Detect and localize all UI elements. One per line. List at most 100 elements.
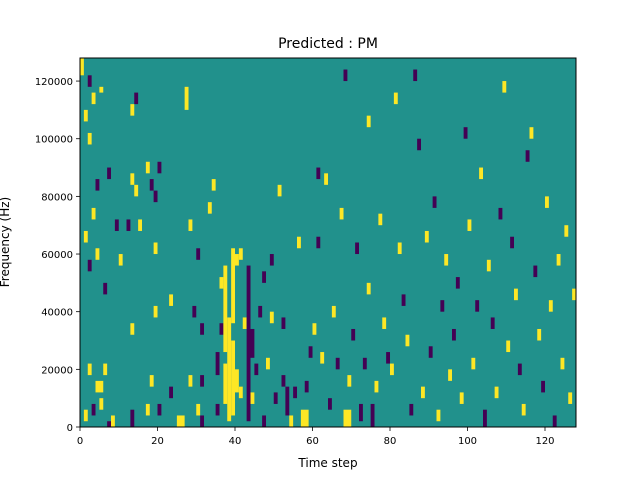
heatmap-cell xyxy=(153,242,158,255)
heatmap-cell xyxy=(308,346,313,358)
heatmap-cell xyxy=(130,104,135,116)
heatmap-cell xyxy=(328,398,332,410)
heatmap-cell xyxy=(545,196,549,208)
heatmap-cell xyxy=(463,127,468,139)
heatmap-cell xyxy=(107,421,112,427)
heatmap-cell xyxy=(269,254,274,266)
heatmap-cell xyxy=(432,196,437,208)
heatmap-cell xyxy=(207,202,212,214)
x-tick-label: 20 xyxy=(151,436,164,447)
heatmap-cell xyxy=(312,323,317,335)
heatmap-cell xyxy=(103,282,108,295)
heatmap-cell xyxy=(138,219,143,231)
heatmap-cell xyxy=(304,380,309,393)
heatmap-cell xyxy=(145,161,150,174)
heatmap-cell xyxy=(200,415,205,427)
heatmap-cell xyxy=(246,265,251,422)
heatmap-cell xyxy=(378,213,383,226)
heatmap-cell xyxy=(370,403,375,427)
heatmap-cell xyxy=(393,92,398,105)
heatmap-cell xyxy=(428,346,433,358)
heatmap-cell xyxy=(548,300,553,312)
heatmap-cell xyxy=(343,409,352,427)
heatmap-cell xyxy=(556,254,561,266)
heatmap-cell xyxy=(223,265,228,353)
heatmap-cell xyxy=(215,403,220,416)
heatmap-cell xyxy=(285,386,290,416)
y-tick-label: 20000 xyxy=(41,365,73,376)
plot-background xyxy=(80,58,576,427)
heatmap-cell xyxy=(273,392,278,404)
heatmap-cell xyxy=(533,265,538,278)
heatmap-cell xyxy=(99,86,104,93)
heatmap-cell xyxy=(95,179,100,191)
y-axis: 0 20000 40000 60000 80000 100000 120000 xyxy=(35,77,80,434)
heatmap-cell xyxy=(297,236,301,249)
heatmap-cell xyxy=(355,242,360,255)
heatmap-cell xyxy=(448,369,453,381)
heatmap-cell xyxy=(134,92,139,105)
heatmap-cell xyxy=(347,375,352,387)
heatmap-cell xyxy=(541,380,546,393)
heatmap-cell xyxy=(362,357,367,370)
heatmap-cell xyxy=(238,386,243,399)
heatmap-cell xyxy=(169,386,174,399)
heatmap-cell xyxy=(382,317,387,329)
heatmap-cell xyxy=(83,230,88,243)
heatmap-cell xyxy=(238,248,243,260)
heatmap-cell xyxy=(130,323,135,335)
heatmap-cell xyxy=(153,190,158,203)
heatmap-cell xyxy=(91,92,96,105)
heatmap-cell xyxy=(83,409,88,422)
heatmap-cell xyxy=(149,375,154,387)
heatmap-cell xyxy=(153,305,158,318)
heatmap-cell xyxy=(134,184,139,197)
heatmap-cell xyxy=(87,363,92,376)
heatmap-cell xyxy=(130,173,135,185)
heatmap-cell xyxy=(343,69,348,82)
heatmap-cell xyxy=(510,236,515,249)
heatmap-cell xyxy=(231,340,236,416)
heatmap-cell xyxy=(200,375,205,387)
heatmap-cell xyxy=(316,236,321,249)
heatmap-cell xyxy=(351,328,356,341)
heatmap-cell xyxy=(262,415,267,427)
heatmap-cell xyxy=(552,415,557,427)
heatmap-cell xyxy=(335,357,340,370)
heatmap-cell xyxy=(211,179,216,191)
heatmap-cell xyxy=(440,300,445,312)
heatmap-cell xyxy=(386,352,391,364)
heatmap-cell xyxy=(300,409,309,427)
heatmap-cell xyxy=(320,352,325,364)
heatmap-cell xyxy=(366,115,371,128)
heatmap-cell xyxy=(91,207,96,220)
heatmap-cell xyxy=(87,75,92,87)
heatmap-cell xyxy=(235,369,239,393)
heatmap-cell xyxy=(107,167,112,180)
heatmap-cell xyxy=(455,277,460,289)
heatmap-cell xyxy=(374,380,379,393)
heatmap-cell xyxy=(118,254,123,266)
heatmap-cell xyxy=(250,392,255,404)
heatmap-cell xyxy=(417,138,422,151)
heatmap-cell xyxy=(436,409,441,422)
y-axis-label: Frequency (Hz) xyxy=(0,197,12,288)
heatmap-cell xyxy=(405,334,410,347)
heatmap-cell xyxy=(498,207,503,220)
heatmap-cell xyxy=(258,305,263,318)
heatmap-cell xyxy=(486,259,491,272)
heatmap-cell xyxy=(223,363,228,404)
heatmap-cell xyxy=(390,363,394,376)
y-tick-label: 40000 xyxy=(41,308,73,319)
heatmap-cell xyxy=(114,219,119,231)
x-tick-label: 120 xyxy=(535,436,554,447)
heatmap-cell xyxy=(83,109,88,122)
heatmap-cell xyxy=(145,403,150,416)
heatmap-cell xyxy=(126,219,131,231)
heatmap-cell xyxy=(157,161,162,174)
heatmap-cell xyxy=(281,375,286,387)
heatmap-cell xyxy=(242,317,247,329)
heatmap-cell xyxy=(517,363,522,376)
heatmap-cell xyxy=(397,242,402,255)
